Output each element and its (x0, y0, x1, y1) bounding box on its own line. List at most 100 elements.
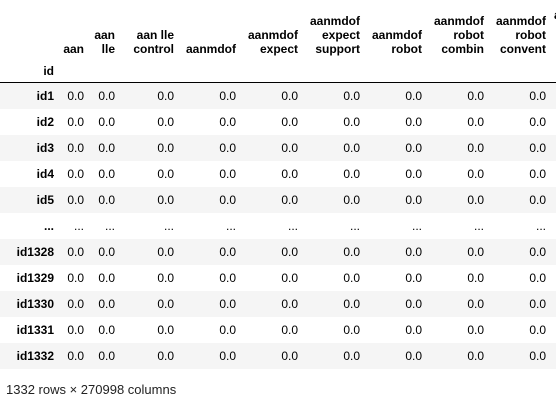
table-cell: 0.0 (405, 114, 422, 129)
table-cell: 0.0 (98, 114, 115, 129)
table-cell: 0.0 (219, 166, 236, 181)
table-cell: 0.0 (98, 348, 115, 363)
table-row: id1332 0.0 0.0 0.0 0.0 0.0 0.0 0.0 0.0 0.0 (0, 342, 556, 369)
table-cell-truncated (550, 135, 556, 161)
table-cell: ... (163, 218, 174, 233)
table-cell: 0.0 (157, 140, 174, 155)
table-cell: 0.0 (67, 348, 84, 363)
table-cell: 0.0 (343, 192, 360, 207)
table-cell: 0.0 (219, 192, 236, 207)
row-index: id1 (36, 88, 54, 103)
table-cell: 0.0 (157, 192, 174, 207)
table-cell: 0.0 (529, 296, 546, 311)
table-cell: 0.0 (281, 322, 298, 337)
table-cell: 0.0 (405, 244, 422, 259)
row-index: id1329 (16, 270, 54, 285)
table-cell: 0.0 (343, 88, 360, 103)
row-index: id1328 (16, 244, 54, 259)
table-cell: 0.0 (281, 88, 298, 103)
table-cell: 0.0 (98, 166, 115, 181)
table-cell: 0.0 (529, 192, 546, 207)
row-index: id3 (36, 140, 54, 155)
table-cell: 0.0 (67, 114, 84, 129)
table-cell: 0.0 (281, 244, 298, 259)
table-cell: ... (104, 218, 115, 233)
table-cell: 0.0 (157, 270, 174, 285)
table-cell: 0.0 (467, 140, 484, 155)
table-cell: 0.0 (219, 348, 236, 363)
table-cell: 0.0 (343, 270, 360, 285)
table-cell: 0.0 (98, 140, 115, 155)
table-cell: 0.0 (98, 88, 115, 103)
table-row: id2 0.0 0.0 0.0 0.0 0.0 0.0 0.0 0.0 0.0 (0, 109, 556, 135)
table-cell-truncated (550, 291, 556, 317)
table-cell: 0.0 (405, 296, 422, 311)
table-cell: 0.0 (467, 348, 484, 363)
column-header: aanmdof robot convent (495, 14, 546, 56)
table-cell: 0.0 (343, 348, 360, 363)
column-header: aanmdof (185, 42, 236, 56)
table-row: id5 0.0 0.0 0.0 0.0 0.0 0.0 0.0 0.0 0.0 (0, 186, 556, 213)
table-cell: ... (225, 218, 236, 233)
table-cell: 0.0 (529, 348, 546, 363)
table-cell: 0.0 (343, 166, 360, 181)
table-cell: 0.0 (98, 192, 115, 207)
table-cell: 0.0 (157, 322, 174, 337)
table-cell: 0.0 (281, 114, 298, 129)
row-index: id5 (36, 192, 54, 207)
table-cell-truncated (550, 265, 556, 291)
table-cell-truncated (550, 213, 556, 239)
table-row: id1 0.0 0.0 0.0 0.0 0.0 0.0 0.0 0.0 0.0 (0, 82, 556, 109)
row-index: id2 (36, 114, 54, 129)
ellipsis-row: .............................. (0, 213, 556, 239)
table-cell: 0.0 (467, 114, 484, 129)
table-row: id1329 0.0 0.0 0.0 0.0 0.0 0.0 0.0 0.0 0.0 (0, 265, 556, 291)
table-row: id4 0.0 0.0 0.0 0.0 0.0 0.0 0.0 0.0 0.0 (0, 161, 556, 187)
table-cell: 0.0 (98, 322, 115, 337)
table-cell-truncated (550, 161, 556, 187)
table-cell: 0.0 (343, 296, 360, 311)
table-header: aan aan lle aan lle control aanmdof aanm… (0, 0, 556, 83)
table-cell: 0.0 (405, 88, 422, 103)
row-index: id1331 (16, 322, 54, 337)
table-cell: 0.0 (157, 88, 174, 103)
table-cell: 0.0 (343, 244, 360, 259)
table-cell: 0.0 (67, 192, 84, 207)
table-cell: ... (349, 218, 360, 233)
row-index: ... (43, 218, 54, 233)
column-header: aanmdof robot combin (433, 14, 484, 56)
table-cell: 0.0 (529, 114, 546, 129)
table-cell: 0.0 (98, 296, 115, 311)
table-cell: 0.0 (529, 322, 546, 337)
table-cell-truncated (550, 317, 556, 343)
table-cell: ... (473, 218, 484, 233)
table-cell: 0.0 (405, 348, 422, 363)
table-cell: 0.0 (67, 322, 84, 337)
table-cell: 0.0 (219, 88, 236, 103)
table-cell: 0.0 (219, 296, 236, 311)
column-header: aan lle (94, 28, 115, 56)
table-row: id1330 0.0 0.0 0.0 0.0 0.0 0.0 0.0 0.0 0.0 (0, 290, 556, 317)
table-cell: 0.0 (67, 270, 84, 285)
column-header-row: aan aan lle aan lle control aanmdof aanm… (0, 0, 556, 60)
table-cell: 0.0 (467, 322, 484, 337)
table-cell: 0.0 (405, 322, 422, 337)
table-cell: 0.0 (219, 322, 236, 337)
table-cell-truncated (550, 239, 556, 265)
table-cell: 0.0 (157, 348, 174, 363)
table-cell: 0.0 (98, 244, 115, 259)
table-cell: 0.0 (67, 296, 84, 311)
table-cell: 0.0 (529, 270, 546, 285)
table-cell: 0.0 (467, 270, 484, 285)
column-header: aanmdof robot (371, 28, 422, 56)
table-cell: 0.0 (157, 166, 174, 181)
table-cell: 0.0 (343, 322, 360, 337)
table-cell: 0.0 (405, 140, 422, 155)
table-cell: 0.0 (281, 166, 298, 181)
table-cell: 0.0 (219, 140, 236, 155)
table-cell-truncated (550, 187, 556, 213)
table-row: id3 0.0 0.0 0.0 0.0 0.0 0.0 0.0 0.0 0.0 (0, 134, 556, 161)
table-cell: 0.0 (157, 114, 174, 129)
table-cell: 0.0 (281, 270, 298, 285)
table-cell: 0.0 (467, 166, 484, 181)
